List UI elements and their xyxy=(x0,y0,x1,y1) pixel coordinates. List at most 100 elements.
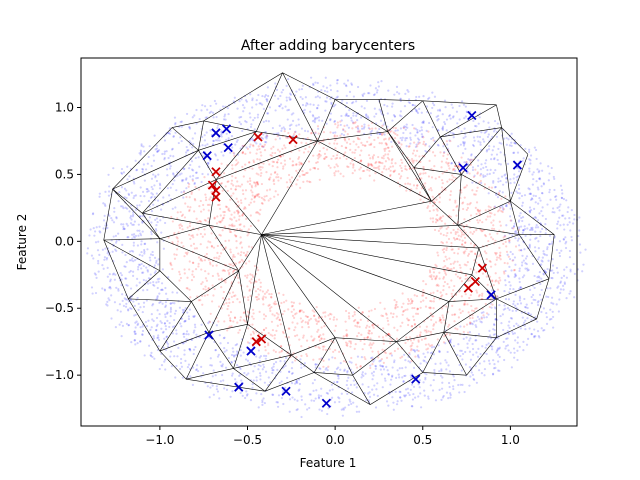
inner-point xyxy=(502,207,505,211)
outer-point xyxy=(530,197,533,200)
inner-point xyxy=(251,144,255,147)
outer-point xyxy=(569,270,572,273)
outer-point xyxy=(107,194,111,197)
outer-point xyxy=(505,143,508,146)
inner-point xyxy=(207,217,210,220)
inner-point xyxy=(257,219,260,222)
outer-point xyxy=(264,354,268,358)
red-barycenter-marker xyxy=(463,283,473,293)
outer-point xyxy=(373,115,376,118)
inner-point xyxy=(294,359,297,362)
outer-point xyxy=(547,295,550,299)
outer-point xyxy=(121,243,124,247)
inner-point xyxy=(476,186,479,189)
outer-point xyxy=(327,358,331,361)
inner-point xyxy=(445,246,448,250)
inner-point xyxy=(413,306,416,310)
inner-point xyxy=(279,345,283,348)
outer-point xyxy=(566,210,569,214)
inner-point xyxy=(311,339,314,342)
inner-point xyxy=(204,193,207,196)
inner-point xyxy=(211,264,214,267)
outer-point xyxy=(164,301,168,304)
outer-point xyxy=(185,145,188,149)
outer-point xyxy=(160,327,163,330)
inner-point xyxy=(352,320,356,323)
inner-point xyxy=(288,178,291,181)
inner-point xyxy=(424,172,427,175)
outer-point xyxy=(443,122,447,126)
outer-point xyxy=(412,366,416,369)
inner-point xyxy=(186,251,189,254)
inner-point xyxy=(228,273,231,276)
outer-point xyxy=(463,161,466,164)
inner-point xyxy=(277,292,281,295)
outer-point xyxy=(103,256,107,259)
outer-point xyxy=(223,350,226,353)
outer-point xyxy=(162,196,165,199)
inner-point xyxy=(441,248,444,251)
inner-point xyxy=(246,285,249,288)
outer-point xyxy=(314,397,317,400)
inner-point xyxy=(464,274,467,277)
outer-point xyxy=(159,320,162,323)
inner-point xyxy=(183,255,186,258)
outer-point xyxy=(518,295,521,298)
inner-point xyxy=(357,137,360,141)
outer-point xyxy=(433,95,437,98)
inner-point xyxy=(298,310,301,314)
outer-point xyxy=(414,145,418,148)
outer-point xyxy=(278,137,282,140)
inner-point xyxy=(229,268,232,271)
outer-point xyxy=(139,340,142,343)
outer-point xyxy=(404,137,407,140)
inner-point xyxy=(436,219,439,222)
inner-point xyxy=(445,169,448,172)
inner-point xyxy=(349,342,353,345)
outer-point xyxy=(241,129,244,133)
mesh-edge xyxy=(501,127,529,155)
inner-point xyxy=(186,226,189,229)
inner-point xyxy=(458,161,461,164)
outer-point xyxy=(485,150,488,153)
outer-point xyxy=(128,210,131,213)
outer-point xyxy=(250,123,253,126)
outer-point xyxy=(193,314,196,318)
inner-point xyxy=(356,325,359,328)
inner-point xyxy=(393,349,396,353)
outer-point xyxy=(120,223,123,226)
outer-point xyxy=(211,375,214,378)
outer-point xyxy=(303,362,306,365)
inner-point xyxy=(333,357,337,360)
outer-point xyxy=(493,363,496,366)
outer-point xyxy=(551,277,554,280)
outer-point xyxy=(209,364,212,367)
outer-point xyxy=(262,397,265,400)
outer-point xyxy=(99,231,102,234)
outer-point xyxy=(542,272,545,275)
inner-point xyxy=(455,237,458,240)
mesh-edge xyxy=(142,150,199,214)
outer-point xyxy=(421,135,424,138)
outer-point xyxy=(209,129,212,132)
outer-point xyxy=(220,135,223,138)
outer-point xyxy=(91,292,94,295)
outer-point xyxy=(114,326,117,329)
outer-point xyxy=(172,155,175,158)
inner-point xyxy=(475,271,478,274)
outer-point xyxy=(521,201,524,204)
outer-point xyxy=(395,376,398,380)
outer-point xyxy=(416,130,419,134)
outer-point xyxy=(135,169,138,172)
outer-point xyxy=(347,376,350,379)
outer-point xyxy=(156,336,159,339)
outer-point xyxy=(544,223,547,226)
outer-point xyxy=(132,213,135,216)
inner-point xyxy=(271,328,275,332)
outer-point xyxy=(246,393,249,396)
inner-point xyxy=(463,302,466,305)
outer-point xyxy=(300,127,304,130)
outer-point xyxy=(378,132,381,135)
mesh-edge xyxy=(128,270,161,300)
outer-point xyxy=(295,381,298,384)
